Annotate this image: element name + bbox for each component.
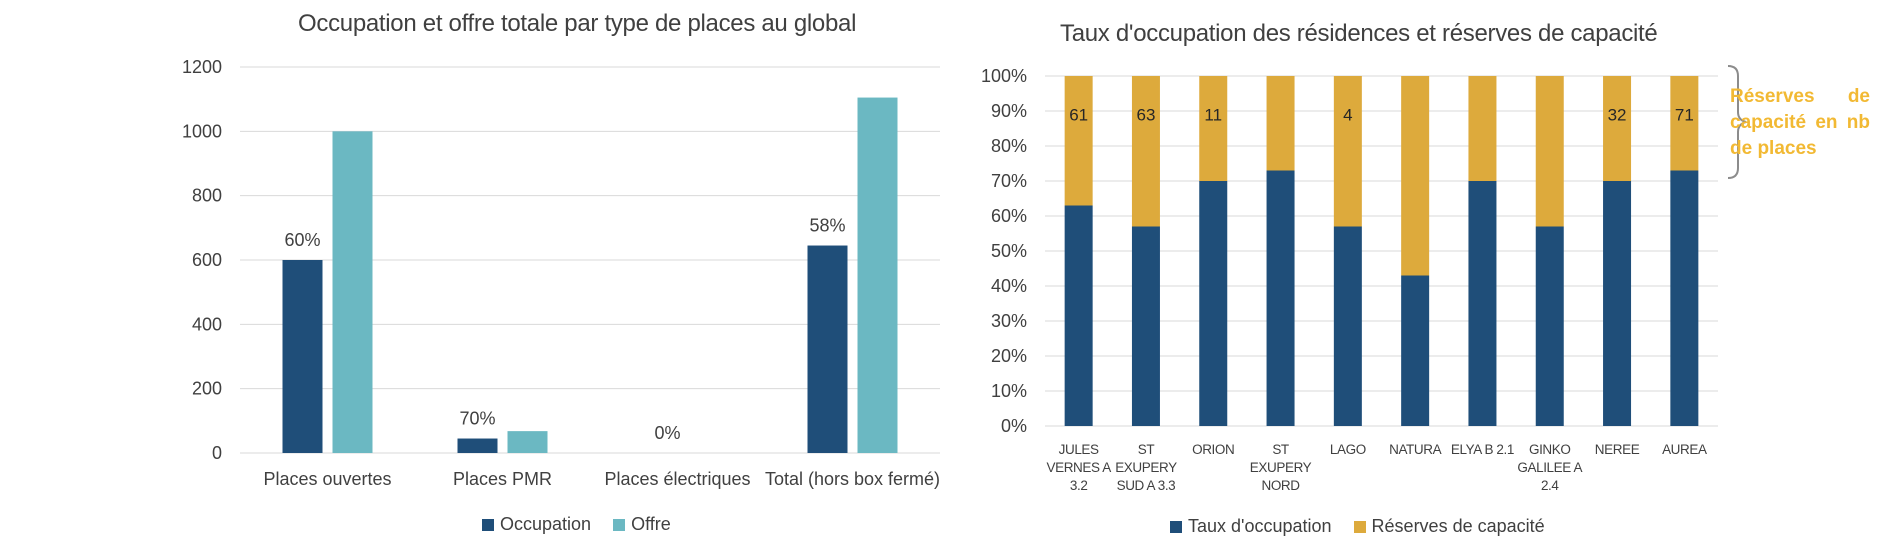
chart-title: Occupation et offre totale par type de p… bbox=[298, 10, 857, 37]
x-tick-label: AUREA bbox=[1662, 442, 1707, 457]
y-tick-label: 20% bbox=[991, 346, 1027, 366]
bar-reserve-capacite bbox=[1535, 76, 1564, 227]
bar-taux-occupation bbox=[1535, 226, 1564, 426]
legend-swatch-offre bbox=[613, 518, 626, 531]
x-tick-label: Places électriques bbox=[604, 469, 750, 489]
y-tick-label: 0 bbox=[212, 443, 222, 463]
x-tick-label: ST EXUPERY NORD bbox=[1250, 442, 1312, 493]
bar-reserve-capacite bbox=[1468, 76, 1497, 181]
x-tick-label: Total (hors box fermé) bbox=[765, 469, 940, 489]
x-tick-label: GINKO GALILEE A 2.4 bbox=[1517, 442, 1582, 493]
bar-occupation bbox=[807, 245, 848, 453]
reserve-data-label: 32 bbox=[1608, 106, 1627, 125]
data-label: 60% bbox=[284, 230, 320, 250]
x-tick-label: NATURA bbox=[1389, 442, 1441, 457]
x-tick-label: ELYA B 2.1 bbox=[1451, 442, 1514, 457]
stacked-bar-chart-right: 0% 10% 20% 30% 40% 50% 60% 70% 80% 90% 100% 61 JULES… bbox=[981, 65, 1747, 493]
bar-offre bbox=[507, 431, 548, 453]
reserve-data-label: 71 bbox=[1675, 106, 1694, 125]
y-tick-label: 200 bbox=[192, 379, 222, 399]
legend: Taux d'occupation Réserves de capacité bbox=[1170, 516, 1545, 537]
x-tick-label: ST EXUPERY SUD A 3.3 bbox=[1115, 442, 1177, 493]
bar-chart-left: 0 200 400 600 800 1000 1200 60% Places ouvertes 7… bbox=[182, 57, 940, 489]
y-tick-label: 100% bbox=[981, 66, 1027, 86]
legend-label-offre: Offre bbox=[631, 514, 671, 534]
bar-reserve-capacite bbox=[1064, 76, 1093, 206]
legend-item-occupation: Occupation bbox=[482, 514, 591, 535]
bracket-icon bbox=[1727, 65, 1747, 179]
chart-occupation-offre: Occupation et offre totale par type de p… bbox=[182, 10, 940, 535]
bar-reserve-capacite bbox=[1266, 76, 1295, 171]
bar-taux-occupation bbox=[1603, 181, 1632, 426]
legend: Occupation Offre bbox=[482, 514, 671, 535]
y-tick-label: 90% bbox=[991, 101, 1027, 121]
legend-swatch-reserves bbox=[1353, 520, 1366, 533]
chart-title: Taux d'occupation des résidences et rése… bbox=[1060, 20, 1658, 47]
reserve-data-label: 4 bbox=[1343, 106, 1352, 125]
bar-occupation bbox=[282, 260, 323, 453]
y-tick-label: 0% bbox=[1001, 416, 1027, 436]
x-tick-label: LAGO bbox=[1330, 442, 1366, 457]
data-label: 58% bbox=[809, 216, 845, 236]
legend-item-reserves: Réserves de capacité bbox=[1353, 516, 1545, 537]
y-tick-label: 800 bbox=[192, 186, 222, 206]
reserve-data-label: 61 bbox=[1069, 106, 1088, 125]
bar-taux-occupation bbox=[1333, 226, 1362, 426]
reserve-data-label: 11 bbox=[1204, 106, 1222, 125]
y-tick-label: 50% bbox=[991, 241, 1027, 261]
bar-taux-occupation bbox=[1064, 205, 1093, 426]
legend-label-taux: Taux d'occupation bbox=[1188, 516, 1332, 536]
y-tick-label: 30% bbox=[991, 311, 1027, 331]
bar-reserve-capacite bbox=[1603, 76, 1632, 181]
reserve-data-label: 63 bbox=[1136, 106, 1155, 125]
bar-occupation bbox=[457, 438, 498, 453]
x-tick-label: JULES VERNES A 3.2 bbox=[1046, 442, 1111, 493]
y-tick-label: 600 bbox=[192, 250, 222, 270]
data-label: 70% bbox=[459, 409, 495, 429]
x-tick-label: ORION bbox=[1192, 442, 1234, 457]
bar-taux-occupation bbox=[1266, 170, 1295, 426]
bar-reserve-capacite bbox=[1401, 76, 1430, 276]
bar-taux-occupation bbox=[1401, 275, 1430, 426]
bar-reserve-capacite bbox=[1199, 76, 1228, 181]
y-tick-label: 1200 bbox=[182, 57, 222, 77]
data-label: 0% bbox=[654, 423, 680, 443]
bar-reserve-capacite bbox=[1333, 76, 1362, 227]
bar-offre bbox=[857, 97, 898, 453]
y-tick-label: 40% bbox=[991, 276, 1027, 296]
x-tick-label: Places ouvertes bbox=[263, 469, 391, 489]
bar-reserve-capacite bbox=[1131, 76, 1160, 227]
bar-reserve-capacite bbox=[1670, 76, 1699, 171]
bar-offre bbox=[332, 131, 373, 454]
y-tick-label: 80% bbox=[991, 136, 1027, 156]
legend-label-occupation: Occupation bbox=[500, 514, 592, 534]
y-tick-label: 70% bbox=[991, 171, 1027, 191]
legend-swatch-occupation bbox=[482, 518, 494, 531]
chart-taux-occupation: Taux d'occupation des résidences et rése… bbox=[960, 0, 1890, 556]
bar-taux-occupation bbox=[1468, 181, 1497, 426]
legend-swatch-taux bbox=[1170, 520, 1182, 533]
bar-taux-occupation bbox=[1131, 226, 1160, 426]
legend-item-taux: Taux d'occupation bbox=[1170, 516, 1332, 537]
y-tick-label: 60% bbox=[991, 206, 1027, 226]
legend-label-reserves: Réserves de capacité bbox=[1371, 516, 1545, 536]
y-tick-label: 10% bbox=[991, 381, 1027, 401]
reserve-note: Réserves de capacité en nb de places bbox=[1730, 86, 1870, 159]
y-tick-label: 400 bbox=[192, 314, 222, 334]
x-tick-label: Places PMR bbox=[453, 469, 552, 489]
legend-item-offre: Offre bbox=[613, 514, 671, 535]
bar-taux-occupation bbox=[1199, 181, 1228, 426]
y-tick-label: 1000 bbox=[182, 121, 222, 141]
x-tick-label: NEREE bbox=[1595, 442, 1640, 457]
bar-taux-occupation bbox=[1670, 170, 1699, 426]
